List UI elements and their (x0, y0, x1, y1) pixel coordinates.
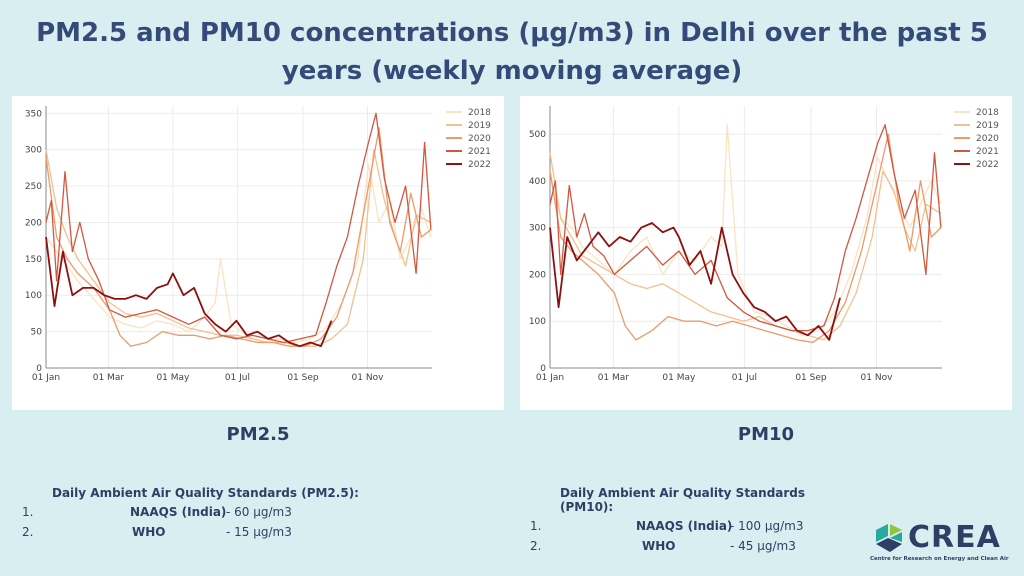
y-tick-label: 50 (31, 328, 43, 338)
pm10-chart-panel: 0 100 200 300 400 500 01 Jan 01 Mar 01 May 01 Jul… (520, 96, 1012, 410)
pm25-standard-row: 1. NAAQS (India) - 60 µg/m3 (22, 505, 502, 525)
logo-wordmark: CREA (908, 520, 1001, 555)
y-tick-label: 150 (25, 255, 42, 265)
pm25-chart: 0 50 100 150 200 250 300 350 01 Jan 01 Mar 01 May 0… (25, 106, 491, 383)
y-tick-label: 500 (529, 130, 546, 140)
series-line-2021 (549, 124, 942, 332)
x-tick-label: 01 Jul (732, 373, 757, 383)
y-tick-label: 250 (25, 182, 42, 192)
legend-label-2019: 2019 (976, 121, 999, 131)
page-title: PM2.5 and PM10 concentrations (µg/m3) in… (36, 18, 988, 86)
standard-value: - 60 µg/m3 (226, 505, 292, 519)
pm25-standards: Daily Ambient Air Quality Standards (PM2… (22, 486, 502, 545)
series-line-2019 (549, 152, 942, 341)
pm10-standards: Daily Ambient Air Quality Standards (PM1… (530, 486, 850, 559)
pm25-chart-label: PM2.5 (226, 424, 290, 445)
x-tick-label: 01 Mar (93, 373, 125, 383)
series-line-2021 (45, 112, 432, 344)
x-tick-label: 01 May (662, 373, 696, 383)
y-tick-label: 300 (529, 224, 546, 234)
series-line-2018 (45, 163, 432, 344)
standard-value: - 15 µg/m3 (226, 525, 292, 539)
y-tick-label: 0 (540, 364, 546, 374)
y-tick-label: 100 (529, 317, 546, 327)
x-tick-label: 01 May (156, 373, 190, 383)
pm25-standard-row: 2. WHO - 15 µg/m3 (22, 525, 502, 545)
standard-value: - 100 µg/m3 (730, 519, 804, 533)
standard-name: WHO (132, 525, 166, 539)
pm25-standards-heading: Daily Ambient Air Quality Standards (PM2… (52, 486, 359, 500)
pm10-chart: 0 100 200 300 400 500 01 Jan 01 Mar 01 May 01 Jul… (529, 106, 999, 383)
crea-logo: CREA Centre for Research on Energy and C… (868, 518, 1014, 574)
legend-label-2018: 2018 (976, 108, 999, 118)
list-number: 2. (530, 539, 542, 553)
x-tick-label: 01 Nov (352, 373, 385, 383)
series-line-2018 (549, 124, 942, 336)
x-tick-label: 01 Jul (225, 373, 250, 383)
y-tick-label: 100 (25, 291, 42, 301)
series-line-2022 (549, 222, 841, 341)
y-tick-label: 0 (36, 364, 42, 374)
x-tick-label: 01 Mar (598, 373, 630, 383)
series-line-2022 (45, 236, 333, 348)
list-number: 1. (22, 505, 34, 519)
y-tick-label: 200 (25, 218, 42, 228)
y-tick-label: 350 (25, 109, 42, 119)
x-tick-label: 01 Jan (32, 373, 60, 383)
list-number: 1. (530, 519, 542, 533)
series-line-2020 (549, 133, 942, 343)
standard-name: WHO (642, 539, 676, 553)
y-tick-label: 300 (25, 146, 42, 156)
pm10-standards-heading: Daily Ambient Air Quality Standards (PM1… (560, 486, 806, 514)
series-line-2019 (45, 149, 432, 347)
list-number: 2. (22, 525, 34, 539)
y-tick-label: 200 (529, 270, 546, 280)
x-tick-label: 01 Sep (795, 373, 827, 383)
x-tick-label: 01 Nov (861, 373, 894, 383)
legend-label-2022: 2022 (976, 160, 999, 170)
legend-label-2018: 2018 (468, 108, 491, 118)
legend-label-2021: 2021 (468, 147, 491, 157)
legend-label-2020: 2020 (976, 134, 999, 144)
legend-label-2020: 2020 (468, 134, 491, 144)
logo-tagline: Centre for Research on Energy and Clean … (870, 556, 1009, 562)
y-tick-label: 400 (529, 177, 546, 187)
standard-name: NAAQS (India) (636, 519, 733, 533)
legend-label-2022: 2022 (468, 160, 491, 170)
series-line-2020 (45, 127, 432, 347)
pm10-standard-row: 1. NAAQS (India) - 100 µg/m3 (530, 519, 850, 539)
x-tick-label: 01 Jan (536, 373, 564, 383)
pm25-chart-panel: 0 50 100 150 200 250 300 350 01 Jan 01 Mar 01 May 0… (12, 96, 504, 410)
crea-logo-icon (876, 524, 902, 552)
pm10-chart-label: PM10 (737, 424, 795, 445)
standard-name: NAAQS (India) (130, 505, 227, 519)
legend-label-2021: 2021 (976, 147, 999, 157)
pm10-standard-row: 2. WHO - 45 µg/m3 (530, 539, 850, 559)
x-tick-label: 01 Sep (287, 373, 319, 383)
standard-value: - 45 µg/m3 (730, 539, 796, 553)
legend-label-2019: 2019 (468, 121, 491, 131)
